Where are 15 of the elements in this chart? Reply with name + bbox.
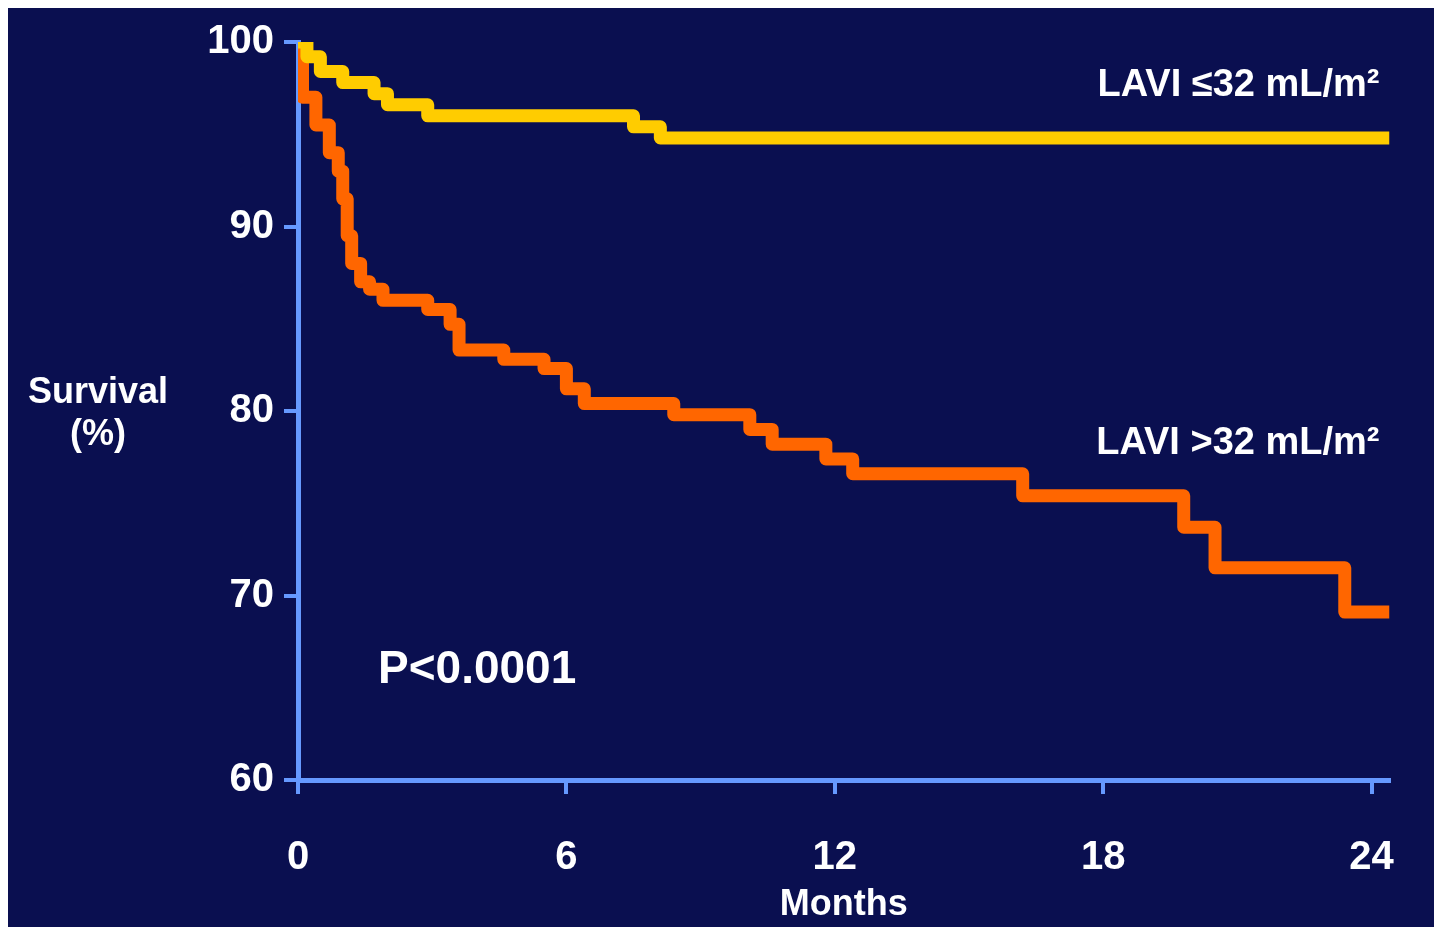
annotation: P<0.0001 [378, 640, 577, 693]
x-tick-label: 12 [812, 833, 858, 878]
y-axis-title: Survival (%) [27, 369, 169, 453]
y-tick-label: 80 [229, 386, 274, 431]
x-axis-title: Months [779, 882, 908, 924]
y-tick-label: 60 [229, 755, 274, 800]
x-tick-label: 18 [1080, 833, 1126, 878]
x-tick-label: 6 [555, 833, 578, 878]
series-label: LAVI ≤32 mL/m² [1097, 61, 1380, 104]
x-tick-label: 24 [1349, 833, 1395, 878]
x-tick-label: 0 [286, 833, 310, 878]
series-label: LAVI >32 mL/m² [1096, 419, 1380, 462]
y-tick-label: 70 [229, 570, 274, 615]
y-tick-label: 90 [229, 201, 274, 246]
y-tick-label: 100 [207, 17, 274, 62]
